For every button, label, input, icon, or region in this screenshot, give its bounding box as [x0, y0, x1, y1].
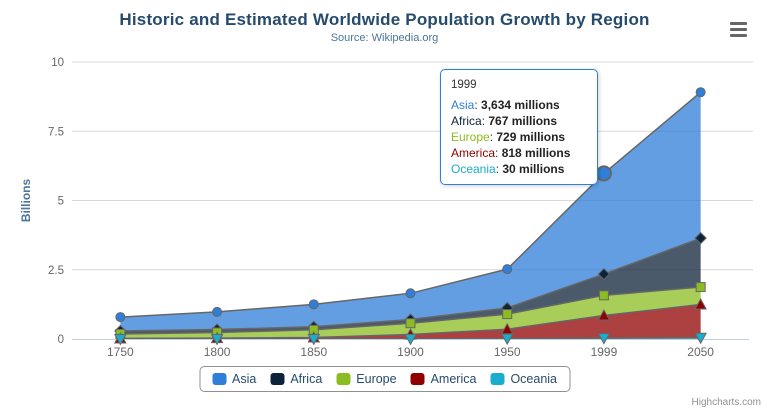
data-point-marker-circle[interactable]: [308, 299, 319, 310]
x-axis-label: 1850: [300, 345, 327, 359]
data-point-marker-circle[interactable]: [595, 165, 612, 182]
data-point-marker-circle[interactable]: [502, 264, 513, 275]
legend-label: Africa: [290, 372, 323, 386]
area-series-america[interactable]: [120, 304, 701, 339]
area-series-africa[interactable]: [120, 238, 701, 334]
x-axis-label: 1900: [397, 345, 424, 359]
data-point-marker-triangle-down[interactable]: [500, 333, 514, 346]
legend-item-america[interactable]: America: [410, 372, 477, 386]
data-point-marker-diamond[interactable]: [694, 231, 707, 245]
data-point-marker-circle[interactable]: [115, 312, 126, 323]
x-axis-label: 1800: [204, 345, 231, 359]
legend-swatch-icon: [270, 373, 285, 385]
y-axis-label: 0: [58, 334, 64, 346]
x-axis-label: 1999: [591, 345, 618, 359]
data-point-marker-triangle-down[interactable]: [597, 333, 611, 345]
data-point-marker-square[interactable]: [405, 318, 416, 329]
hamburger-icon: [730, 27, 747, 31]
legend-swatch-icon: [336, 373, 351, 385]
data-point-marker-triangle[interactable]: [694, 297, 707, 310]
hamburger-icon: [730, 33, 747, 37]
legend-item-europe[interactable]: Europe: [336, 372, 397, 386]
hamburger-icon: [730, 21, 747, 25]
legend-label: America: [430, 372, 477, 386]
data-point-marker-circle[interactable]: [695, 87, 706, 98]
y-axis-label: 7.5: [48, 126, 64, 138]
legend: Asia Africa Europe America Oceania: [199, 366, 570, 392]
data-point-marker-square[interactable]: [695, 282, 706, 293]
legend-item-africa[interactable]: Africa: [270, 372, 322, 386]
credits-link[interactable]: Highcharts.com: [691, 397, 761, 408]
legend-swatch-icon: [410, 373, 425, 385]
y-axis-label: 5: [58, 196, 64, 208]
chart-subtitle: Source: Wikipedia.org: [330, 32, 439, 44]
x-axis-label: 1750: [107, 345, 134, 359]
legend-item-oceania[interactable]: Oceania: [490, 372, 557, 386]
chart-title: Historic and Estimated Worldwide Populat…: [119, 10, 650, 29]
data-point-marker-triangle-down[interactable]: [114, 333, 127, 346]
area-series-asia[interactable]: [120, 92, 701, 331]
legend-label: Asia: [232, 372, 257, 386]
legend-swatch-icon: [490, 373, 505, 385]
data-point-marker-triangle[interactable]: [597, 308, 611, 321]
data-point-marker-diamond[interactable]: [597, 267, 611, 281]
data-point-marker-circle[interactable]: [405, 288, 416, 299]
data-point-marker-triangle-down[interactable]: [210, 333, 224, 346]
data-point-marker-square[interactable]: [598, 290, 609, 301]
data-point-marker-triangle-down[interactable]: [307, 333, 321, 346]
legend-label: Europe: [356, 372, 397, 386]
data-point-marker-triangle-down[interactable]: [694, 332, 707, 345]
data-point-marker-square[interactable]: [502, 309, 513, 320]
data-point-marker-circle[interactable]: [212, 306, 223, 317]
chart-context-menu-button[interactable]: [727, 18, 753, 40]
x-axis-label: 1950: [494, 345, 521, 359]
data-point-marker-triangle-down[interactable]: [404, 333, 417, 346]
y-axis-title: Billions: [19, 179, 33, 223]
legend-swatch-icon: [212, 373, 226, 385]
y-axis-label: 10: [51, 57, 64, 69]
y-axis-label: 2.5: [48, 265, 64, 277]
x-axis-label: 2050: [687, 345, 714, 359]
legend-label: Oceania: [510, 372, 557, 386]
legend-item-asia[interactable]: Asia: [212, 372, 256, 386]
